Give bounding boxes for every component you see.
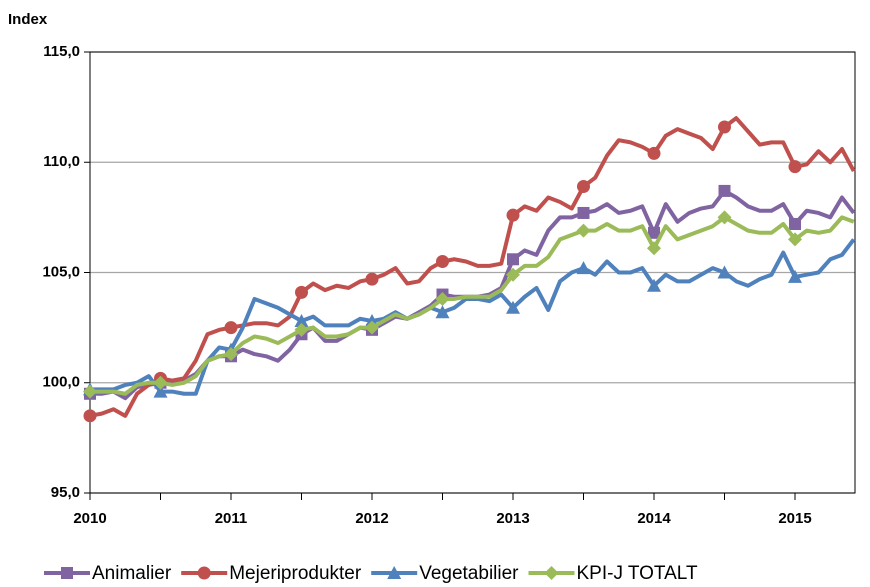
legend-marker: [544, 566, 559, 580]
legend-label: Mejeriprodukter: [229, 563, 362, 584]
series-marker: [365, 320, 379, 335]
series-marker: [717, 265, 732, 279]
series-marker: [506, 208, 520, 222]
legend-marker: [61, 567, 73, 579]
series: [84, 184, 856, 401]
x-tick-label: 2010: [73, 510, 106, 527]
series-marker: [153, 384, 168, 398]
series-marker: [295, 285, 308, 299]
series-marker: [788, 232, 802, 247]
series-marker: [294, 314, 309, 328]
y-tick-label: 95,0: [51, 484, 80, 501]
legend-label: Animalier: [92, 563, 172, 584]
x-tick-label: 2011: [215, 510, 248, 527]
x-tick-label: 2015: [778, 510, 811, 527]
series-marker: [647, 241, 661, 256]
legend-item: Vegetabilier: [371, 563, 519, 584]
series-marker: [507, 253, 519, 266]
y-tick-label: 110,0: [43, 153, 80, 170]
series: [83, 116, 856, 423]
series-marker: [718, 184, 731, 197]
legend-item: Mejeriprodukter: [181, 563, 362, 584]
series-marker: [648, 226, 660, 239]
series-marker: [788, 269, 802, 283]
series-marker: [435, 305, 450, 319]
series-marker: [294, 322, 309, 337]
legend-item: KPI-J TOTALT: [528, 563, 698, 584]
series-marker: [83, 409, 97, 423]
series-marker: [436, 254, 449, 268]
series-marker: [506, 267, 520, 282]
series-marker: [224, 347, 238, 362]
legend-label: KPI-J TOTALT: [577, 563, 698, 584]
series-marker: [153, 375, 168, 390]
series-marker: [718, 120, 731, 134]
legend-item: Animalier: [44, 563, 172, 584]
y-tick-label: 105,0: [42, 263, 80, 280]
series: [83, 210, 855, 399]
series-marker: [576, 261, 591, 275]
x-tick-label: 2014: [637, 510, 671, 527]
y-tick-label: 115,0: [43, 43, 80, 60]
legend-label: Vegetabilier: [419, 563, 519, 584]
series-marker: [83, 384, 97, 399]
x-tick-label: 2012: [355, 510, 388, 527]
series-marker: [789, 217, 801, 230]
series-marker: [577, 206, 590, 219]
series-marker: [435, 291, 450, 306]
legend-marker: [197, 566, 211, 580]
series-marker: [224, 321, 238, 335]
plot-frame: [89, 51, 856, 494]
series-marker: [647, 278, 661, 292]
series-marker: [576, 223, 591, 238]
series-marker: [647, 146, 661, 160]
series-marker: [717, 210, 732, 225]
series-marker: [506, 300, 520, 314]
x-tick-label: 2013: [496, 510, 529, 527]
y-tick-label: 100,0: [42, 374, 80, 391]
series-marker: [365, 272, 379, 286]
legend-marker: [387, 566, 402, 579]
series-marker: [577, 180, 590, 194]
series-marker: [788, 160, 802, 174]
y-axis-label: Index: [8, 11, 48, 28]
series-line: [90, 215, 855, 396]
